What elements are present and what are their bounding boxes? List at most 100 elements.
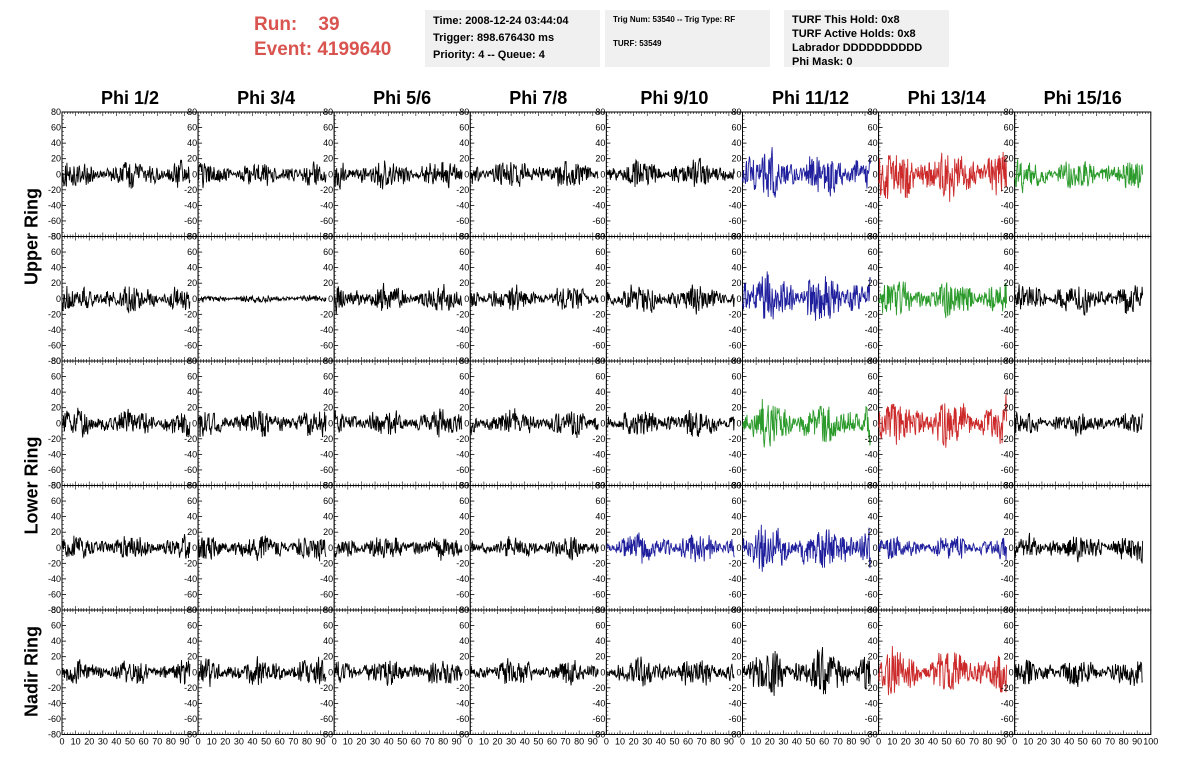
y-tick-label: -40	[592, 325, 605, 335]
y-tick-label: -20	[456, 309, 469, 319]
y-tick-label: 60	[323, 247, 333, 257]
y-tick-label: 60	[51, 123, 61, 133]
y-tick-label: -60	[728, 340, 741, 350]
y-tick-label: -20	[592, 309, 605, 319]
y-tick-label: 0	[1009, 418, 1014, 428]
phi-mask-text: Phi Mask: 0	[792, 56, 853, 68]
y-tick-label: 40	[323, 512, 333, 522]
y-tick-label: 80	[51, 481, 61, 491]
y-tick-label: 0	[464, 418, 469, 428]
turf-this-hold-text: TURF This Hold: 0x8	[792, 14, 900, 26]
y-tick-label: 60	[595, 123, 605, 133]
y-tick-label: -40	[456, 449, 469, 459]
y-tick-label: 60	[323, 123, 333, 133]
panel-frame	[469, 236, 607, 362]
y-tick-label: 60	[51, 621, 61, 631]
y-tick-label: -20	[48, 185, 61, 195]
event-value: 4199640	[317, 39, 392, 60]
y-tick-label: 0	[600, 294, 605, 304]
y-tick-label: -60	[1001, 216, 1014, 226]
y-tick-label: 80	[323, 481, 333, 491]
y-tick-label: 40	[51, 512, 61, 522]
y-tick-label: 60	[51, 372, 61, 382]
y-tick-label: -40	[1001, 574, 1014, 584]
waveform-trace	[1014, 532, 1144, 564]
y-tick-label: 0	[192, 418, 197, 428]
y-tick-label: 80	[459, 356, 469, 366]
y-tick-label: 40	[1004, 512, 1014, 522]
y-tick-label: -20	[592, 434, 605, 444]
y-tick-label: 0	[600, 169, 605, 179]
panel-frame	[61, 360, 199, 486]
y-tick-label: -60	[320, 216, 333, 226]
y-tick-label: 60	[187, 123, 197, 133]
run-value: 39	[318, 14, 340, 35]
y-tick-label: 0	[736, 169, 741, 179]
y-tick-label: 60	[459, 123, 469, 133]
y-tick-label: -20	[728, 185, 741, 195]
y-tick-label: -60	[320, 340, 333, 350]
y-tick-label: 0	[328, 169, 333, 179]
y-tick-label: 20	[868, 278, 878, 288]
y-tick-label: 60	[459, 372, 469, 382]
waveform-trace	[197, 410, 327, 438]
y-tick-label: 80	[595, 481, 605, 491]
y-tick-label: 0	[192, 294, 197, 304]
column-header: Phi 11/12	[771, 88, 850, 108]
y-tick-label: 60	[323, 372, 333, 382]
y-tick-label: -20	[184, 683, 197, 693]
y-tick-label: -20	[320, 185, 333, 195]
y-tick-label: -40	[48, 698, 61, 708]
y-tick-label: 60	[1004, 247, 1014, 257]
y-tick-label: 40	[868, 387, 878, 397]
x-tick-label: 20	[84, 737, 94, 747]
x-tick-label: 60	[139, 737, 149, 747]
y-tick-label: -20	[865, 434, 878, 444]
y-tick-label: -40	[48, 325, 61, 335]
y-tick-label: -60	[1001, 465, 1014, 475]
y-tick-label: 0	[464, 169, 469, 179]
event-label: Event:	[254, 39, 313, 60]
y-tick-label: -20	[865, 185, 878, 195]
y-tick-label: 20	[595, 154, 605, 164]
y-tick-label: -20	[456, 185, 469, 195]
y-tick-label: -60	[48, 714, 61, 724]
y-tick-label: -60	[865, 589, 878, 599]
y-tick-label: -40	[592, 200, 605, 210]
y-tick-label: 40	[459, 138, 469, 148]
waveform-trace	[469, 408, 599, 439]
y-tick-label: 80	[51, 356, 61, 366]
y-tick-label: -40	[728, 200, 741, 210]
waveform-trace	[606, 532, 735, 564]
y-tick-label: 40	[868, 263, 878, 273]
y-tick-label: 20	[868, 154, 878, 164]
y-tick-label: -20	[1001, 185, 1014, 195]
y-tick-label: 20	[187, 154, 197, 164]
column-header: Phi 7/8	[509, 88, 568, 108]
x-tick-label: 90	[179, 737, 189, 747]
y-tick-label: 40	[51, 263, 61, 273]
y-tick-label: -60	[456, 340, 469, 350]
y-tick-label: 40	[187, 387, 197, 397]
y-tick-label: -40	[1001, 449, 1014, 459]
y-tick-label: -40	[456, 574, 469, 584]
y-tick-label: -60	[865, 216, 878, 226]
y-tick-label: -60	[592, 216, 605, 226]
waveform-trace	[742, 398, 871, 448]
waveform-trace	[742, 271, 871, 321]
y-tick-label: -20	[320, 309, 333, 319]
y-tick-label: -60	[1001, 340, 1014, 350]
trig-num-text: Trig Num: 53540 -- Trig Type: RF	[613, 15, 736, 24]
y-tick-label: -60	[48, 589, 61, 599]
y-tick-label: -60	[184, 340, 197, 350]
y-tick-label: -20	[728, 309, 741, 319]
y-tick-label: 40	[459, 512, 469, 522]
y-tick-label: 40	[459, 387, 469, 397]
y-tick-label: 40	[1004, 138, 1014, 148]
y-tick-label: 80	[459, 481, 469, 491]
y-tick-label: 0	[328, 543, 333, 553]
